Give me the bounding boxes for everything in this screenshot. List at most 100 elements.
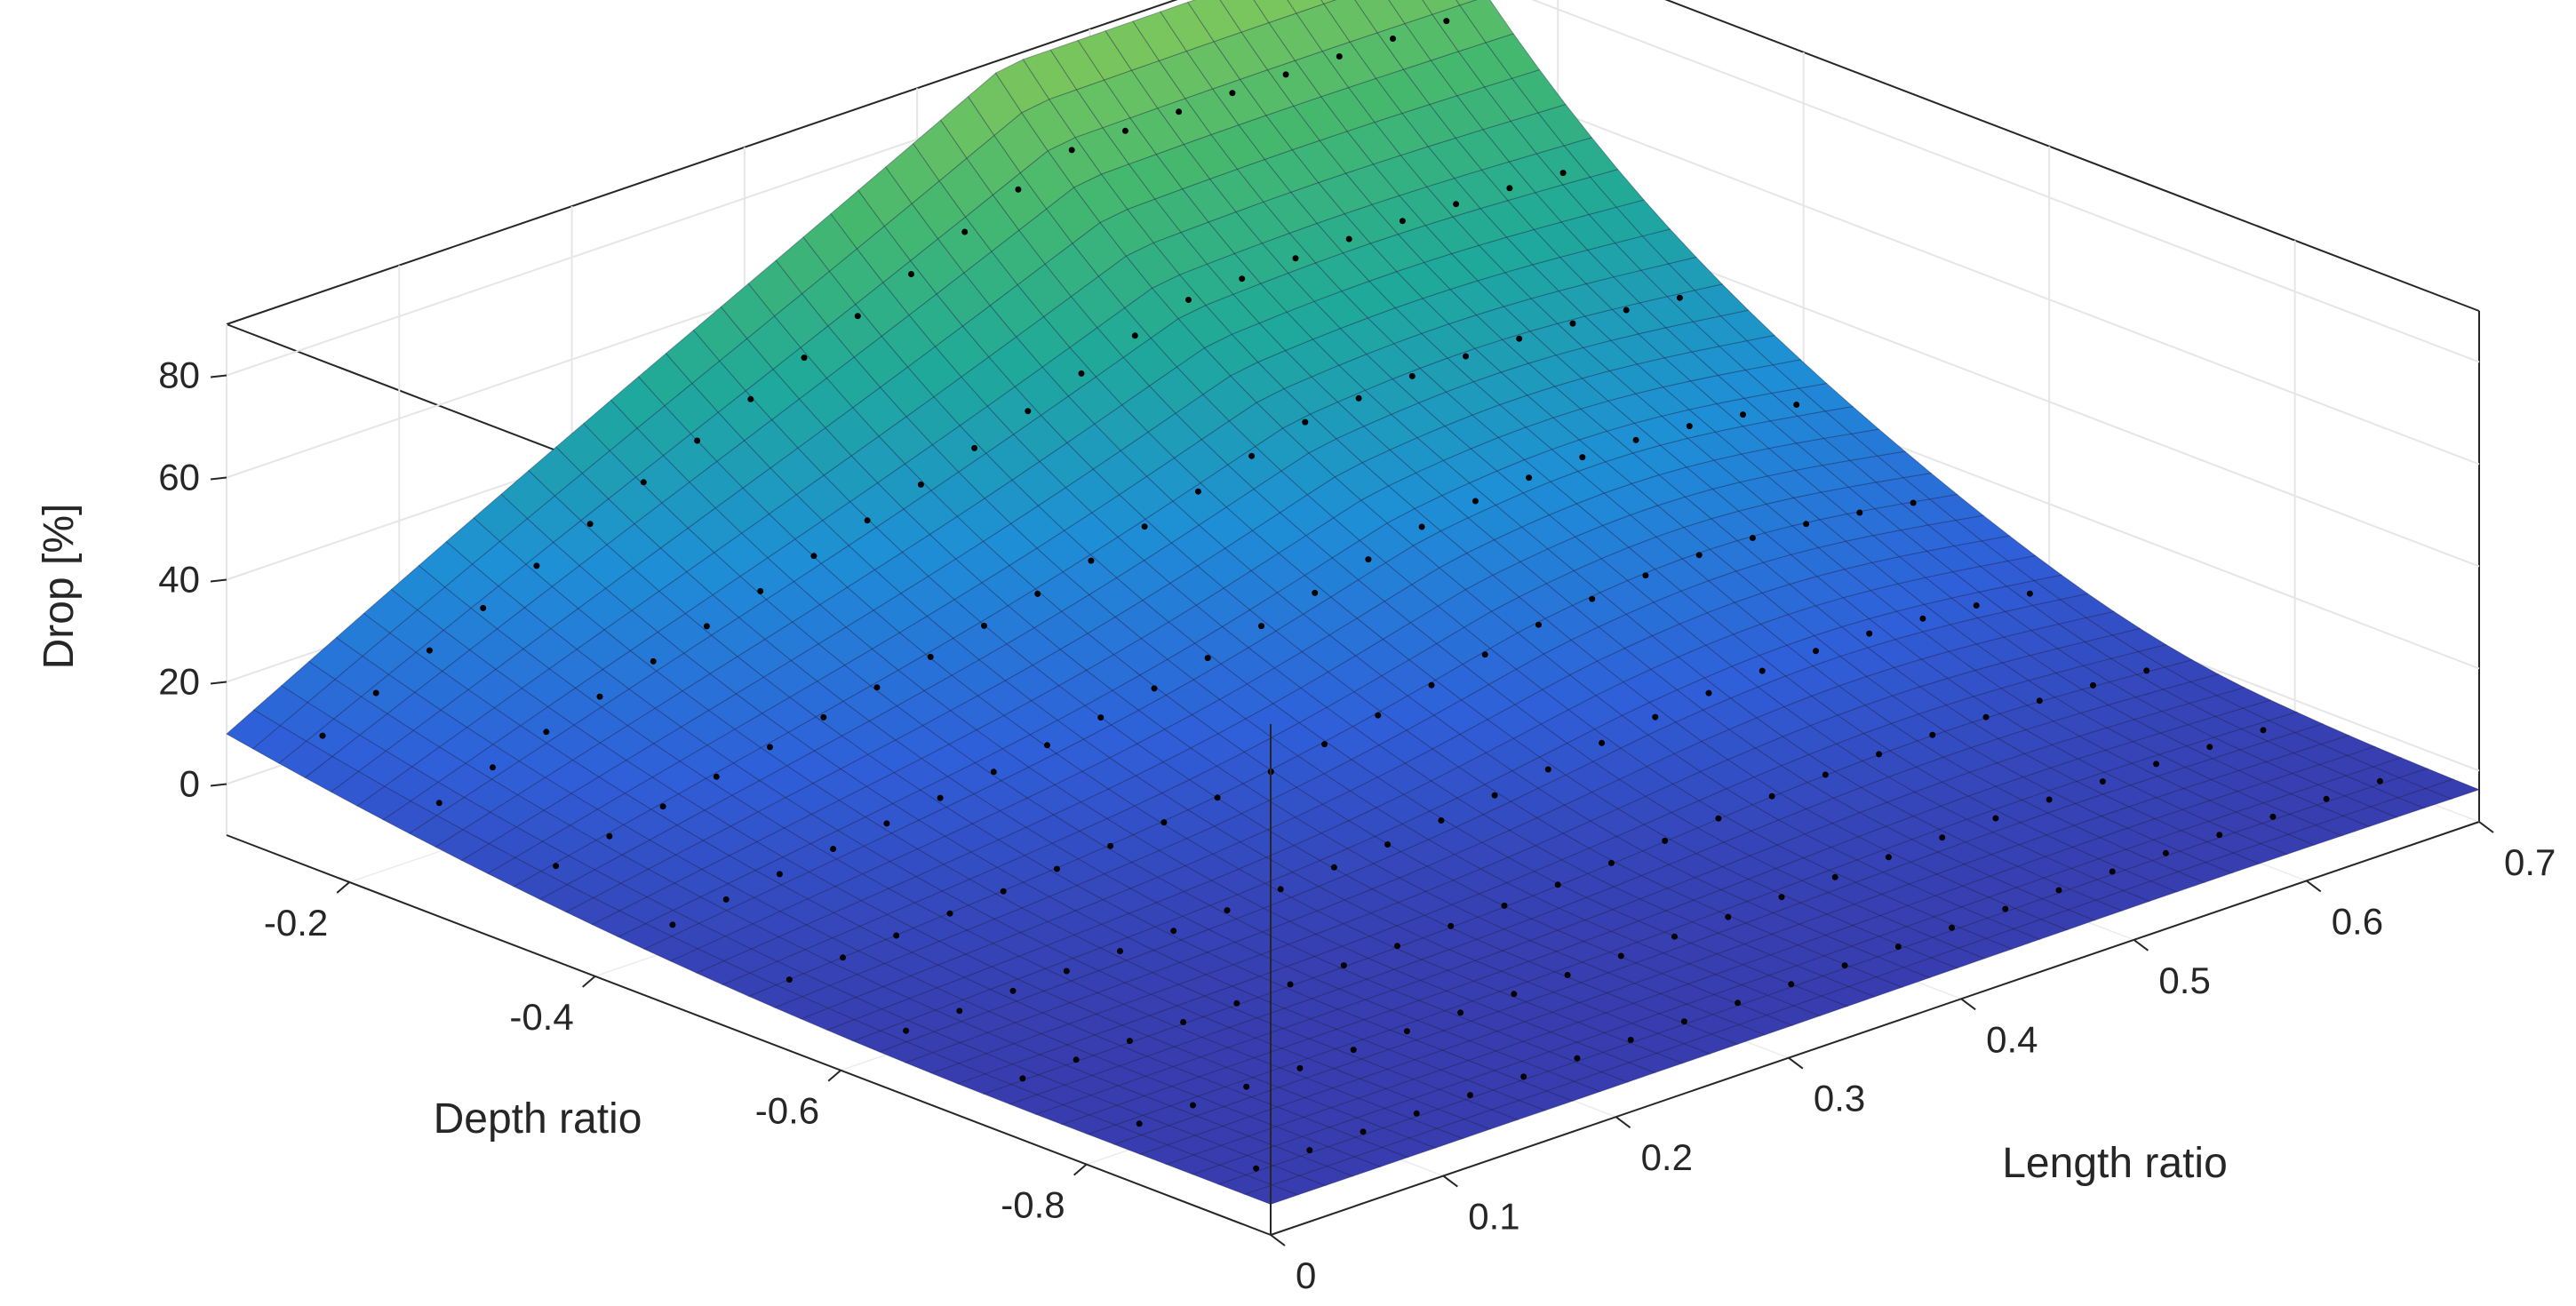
data-point — [810, 553, 817, 560]
data-point — [1224, 907, 1231, 914]
data-point — [1642, 572, 1649, 579]
data-point — [1068, 147, 1075, 154]
data-point — [854, 313, 861, 320]
data-point — [1617, 952, 1624, 960]
data-point — [801, 354, 808, 362]
data-point — [1321, 741, 1328, 748]
data-point — [757, 587, 764, 594]
x-tick-mark — [2478, 821, 2494, 833]
data-point — [1408, 372, 1416, 379]
data-point — [1194, 488, 1201, 495]
data-point — [606, 832, 613, 840]
surface-face — [2397, 768, 2455, 789]
data-point — [1403, 1028, 1410, 1035]
y-tick-label: -0.4 — [509, 996, 573, 1038]
z-tick-mark — [210, 578, 227, 583]
x-tick-mark — [1442, 1175, 1458, 1188]
z-axis-label: Drop [%] — [36, 504, 83, 670]
data-point — [2162, 849, 2169, 856]
x-tick-mark — [2306, 880, 2322, 893]
box-edge-front-1 — [1270, 821, 2480, 1236]
data-point — [1340, 962, 1347, 969]
data-point — [1662, 837, 1669, 844]
data-point — [1306, 1147, 1313, 1154]
grid-z-side-3 — [1434, 63, 2480, 466]
data-point — [435, 800, 443, 807]
data-point — [1073, 1056, 1080, 1063]
data-point — [1627, 1037, 1634, 1043]
data-point — [2206, 744, 2213, 751]
y-tick-label: -0.6 — [755, 1090, 819, 1132]
data-point — [1375, 712, 1382, 719]
data-point — [1793, 402, 1800, 408]
data-point — [1233, 999, 1240, 1007]
data-point — [2055, 887, 2062, 894]
data-point — [1813, 648, 1819, 655]
surface-face — [1667, 256, 1724, 291]
box-edge-back-2 — [226, 0, 1178, 325]
data-point — [1277, 886, 1284, 893]
data-point — [1569, 320, 1576, 327]
data-point — [1535, 621, 1542, 628]
x-tick-label: 0.7 — [2504, 841, 2556, 883]
data-point — [917, 481, 924, 488]
data-point — [1015, 186, 1022, 193]
data-point — [1258, 623, 1264, 630]
data-point — [1243, 1083, 1250, 1090]
x-tick-label: 0.3 — [1814, 1078, 1865, 1119]
data-point — [2109, 868, 2116, 875]
z-tick-mark — [210, 476, 227, 481]
y-tick-label: -0.2 — [264, 902, 328, 944]
data-point — [533, 562, 540, 569]
z-tick-label: 60 — [158, 457, 200, 498]
x-tick-label: 0.2 — [1641, 1136, 1693, 1178]
data-point — [1117, 948, 1123, 954]
data-point — [1652, 713, 1659, 721]
data-point — [1876, 751, 1883, 758]
data-point — [543, 729, 550, 736]
data-point — [1160, 819, 1168, 826]
data-point — [1034, 590, 1041, 597]
surface-face — [1459, 0, 1514, 44]
data-point — [1822, 771, 1829, 778]
data-point — [1831, 873, 1838, 880]
x-tick-mark — [2133, 939, 2149, 952]
data-point — [426, 647, 433, 654]
data-point — [1350, 1047, 1357, 1054]
data-point — [1778, 894, 1785, 901]
data-point — [1632, 436, 1639, 443]
data-point — [903, 1027, 910, 1034]
data-point — [1579, 454, 1586, 461]
data-point — [937, 794, 944, 801]
data-point — [659, 803, 666, 810]
data-point — [1589, 595, 1596, 602]
x-tick-mark — [1788, 1056, 1804, 1070]
data-point — [1725, 913, 1732, 920]
data-point — [927, 653, 934, 660]
data-point — [1520, 1073, 1527, 1080]
data-point — [1526, 474, 1533, 482]
y-tick-mark — [827, 1069, 841, 1082]
data-point — [1229, 90, 1236, 97]
data-point — [1929, 731, 1936, 738]
data-point — [1559, 170, 1567, 177]
data-point — [840, 954, 846, 961]
data-point — [1204, 655, 1211, 662]
data-point — [1296, 1064, 1304, 1071]
data-point — [703, 623, 710, 630]
data-point — [1749, 535, 1756, 541]
data-point — [1841, 962, 1848, 969]
x-tick-label: 0.6 — [2332, 900, 2383, 942]
data-point — [1063, 968, 1070, 975]
data-point — [319, 732, 326, 739]
data-point — [1390, 36, 1396, 42]
surface-face — [1902, 472, 1958, 500]
data-point — [490, 764, 496, 771]
data-point — [1384, 841, 1392, 848]
data-point — [596, 693, 603, 700]
data-point — [1053, 865, 1060, 872]
data-point — [1253, 1165, 1260, 1172]
data-point — [990, 768, 997, 776]
data-point — [1176, 108, 1183, 115]
